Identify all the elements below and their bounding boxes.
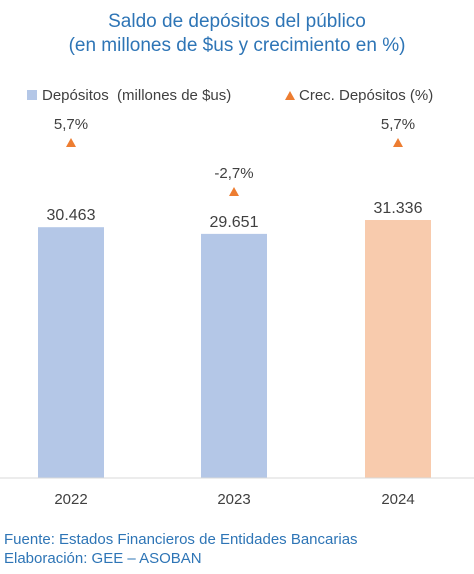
chart-title-line-1: Saldo de depósitos del público (108, 11, 366, 32)
growth-label-2024: 5,7% (381, 116, 415, 133)
legend-swatch-growth (285, 91, 295, 100)
source-line-2: Elaboración: GEE – ASOBAN (4, 550, 202, 567)
x-tick-label-2023: 2023 (217, 491, 250, 508)
growth-marker-2023 (229, 187, 239, 196)
growth-marker-2024 (393, 138, 403, 147)
bar-2023 (201, 233, 267, 478)
legend-swatch-deposits (27, 90, 37, 100)
bar-label-2024: 31.336 (374, 200, 423, 217)
x-tick-label-2022: 2022 (54, 491, 87, 508)
growth-marker-2022 (66, 138, 76, 147)
chart-title-line-2: (en millones de $us y crecimiento en %) (68, 35, 406, 56)
legend: Depósitos (millones de $us) Crec. Depósi… (27, 87, 433, 104)
legend-label-deposits: Depósitos (millones de $us) (42, 87, 231, 104)
bar-2022 (38, 227, 104, 478)
growth-label-2023: -2,7% (214, 165, 253, 182)
bar-2024 (365, 220, 431, 478)
legend-label-growth: Crec. Depósitos (%) (299, 87, 433, 104)
x-tick-label-2024: 2024 (381, 491, 414, 508)
bar-label-2023: 29.651 (210, 214, 259, 231)
deposits-chart: Depósitos (millones de $us) Crec. Depósi… (0, 87, 474, 508)
bar-label-2022: 30.463 (47, 207, 96, 224)
source-line-1: Fuente: Estados Financieros de Entidades… (4, 531, 358, 548)
plot-area: 30.463 5,7% 2022 29.651 -2,7% 2023 31.336 5,7% 2… (0, 116, 474, 508)
growth-label-2022: 5,7% (54, 116, 88, 133)
